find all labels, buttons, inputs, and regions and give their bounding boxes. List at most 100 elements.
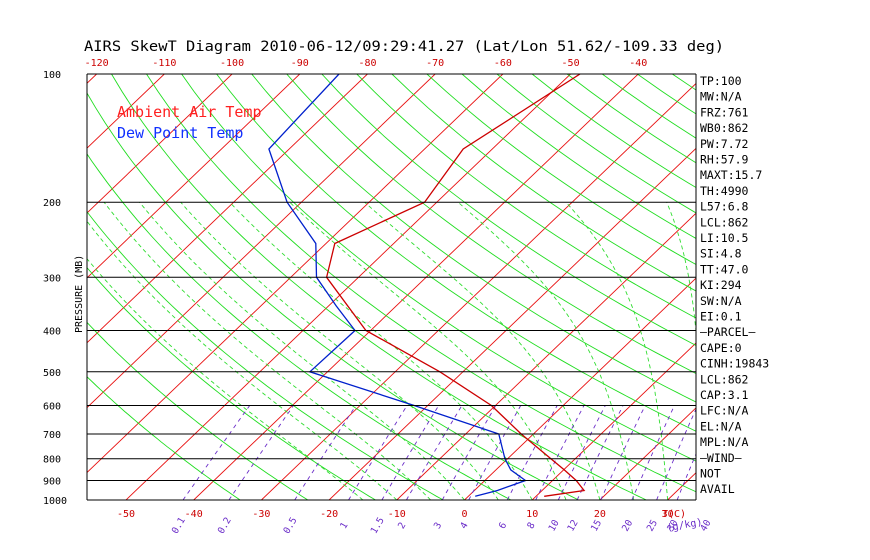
mixing-ratio-tick-label: 12 <box>565 518 580 533</box>
top-temp-tick-label: -50 <box>562 58 580 69</box>
top-temp-tick-label: -110 <box>152 58 176 69</box>
pressure-tick-label: 1000 <box>43 496 67 507</box>
mixing-ratio-tick-label: 2 <box>396 521 408 531</box>
mixing-ratio-tick-label: 3 <box>432 521 444 531</box>
pressure-tick-label: 100 <box>43 70 61 81</box>
mixing-ratio-line <box>600 405 646 500</box>
chart-title: AIRS SkewT Diagram 2010-06-12/09:29:41.2… <box>84 39 724 55</box>
sounding-index-label: CAPE:0 <box>700 341 742 355</box>
isotherm-line <box>0 74 29 500</box>
pressure-tick-label: 200 <box>43 198 61 209</box>
mixing-ratio-tick-label: 6 <box>497 520 510 531</box>
mixing-ratio-tick-label: 0.5 <box>281 516 299 536</box>
mixing-ratio-line <box>381 405 440 500</box>
isotherm-line <box>261 82 696 500</box>
sounding-index-label: TH:4990 <box>700 184 749 198</box>
moist-adiabat-line <box>180 201 499 500</box>
mixing-ratio-line <box>468 405 522 500</box>
bottom-temp-tick-label: -50 <box>117 509 135 520</box>
isotherm-line <box>396 212 696 500</box>
isotherm-line <box>328 147 696 500</box>
dry-adiabat-line <box>496 74 696 214</box>
isotherm-line <box>531 342 696 500</box>
isotherm-line <box>803 74 870 500</box>
y-axis-label: PRESSURE (MB) <box>74 255 85 333</box>
dry-adiabat-line <box>321 74 696 346</box>
mixing-ratio-tick-label: 15 <box>589 518 604 533</box>
isotherm-line <box>735 74 870 500</box>
dry-adiabat-line <box>356 74 696 319</box>
bottom-temp-tick-label: -40 <box>185 509 203 520</box>
mixing-ratio-tick-label: 10 <box>547 518 562 534</box>
sounding-index-label: NOT <box>700 467 721 481</box>
dry-adiabat-line <box>286 74 696 374</box>
sounding-index-label: L57:6.8 <box>700 200 749 214</box>
bottom-temp-tick-label: -30 <box>252 509 270 520</box>
mixing-ratio-line <box>182 405 251 500</box>
dry-adiabat-line <box>391 74 696 292</box>
top-temp-tick-label: -40 <box>629 58 647 69</box>
dry-adiabat-line <box>216 74 696 432</box>
dry-adiabat-line <box>87 211 444 500</box>
sounding-index-label: MAXT:15.7 <box>700 168 762 182</box>
mixing-ratio-tick-label: 0.2 <box>216 516 234 536</box>
isotherm-line <box>667 472 696 500</box>
pressure-tick-label: 700 <box>43 430 61 441</box>
sounding-index-label: RH:57.9 <box>700 153 749 167</box>
bottom-temp-tick-label: 0 <box>461 509 467 520</box>
top-temp-tick-label: -90 <box>291 58 309 69</box>
sounding-index-label: LCL:862 <box>700 372 748 386</box>
top-temp-tick-label: -100 <box>220 58 244 69</box>
bottom-temp-tick-label: 30 <box>662 509 674 520</box>
dry-adiabat-line <box>251 74 696 403</box>
sounding-index-label: WB0:862 <box>700 121 748 135</box>
isotherm-line <box>87 74 165 149</box>
pressure-tick-label: 800 <box>43 455 61 466</box>
dry-adiabat-line <box>87 376 241 500</box>
mixing-ratio-line <box>631 405 675 500</box>
isotherm-line <box>87 74 368 344</box>
dry-adiabat-line <box>87 92 579 500</box>
sounding-index-label: LI:10.5 <box>700 231 748 245</box>
top-temp-tick-label: -70 <box>426 58 444 69</box>
mixing-ratio-line <box>294 405 357 500</box>
pressure-tick-label: 400 <box>43 326 61 337</box>
sounding-index-label: —PARCEL— <box>700 325 755 339</box>
sounding-index-label: TT:47.0 <box>700 262 749 276</box>
moist-adiabat-line <box>103 201 431 500</box>
isotherm-line <box>599 407 696 500</box>
top-temp-tick-label: -80 <box>358 58 376 69</box>
isotherm-line <box>464 277 696 500</box>
dry-adiabat-line <box>87 153 512 500</box>
sounding-index-label: LFC:N/A <box>700 404 749 418</box>
pressure-tick-label: 300 <box>43 273 61 284</box>
mixing-ratio-line <box>576 405 624 500</box>
sounding-index-label: KI:294 <box>700 278 742 292</box>
mixing-ratio-tick-label: 4 <box>458 520 471 531</box>
sounding-index-label: LCL:862 <box>700 215 748 229</box>
dry-adiabat-line <box>111 74 647 500</box>
legend-dew-point: Dew Point Temp <box>117 124 243 142</box>
mixing-ratio-line <box>506 405 558 500</box>
sounding-index-label: EL:N/A <box>700 419 742 433</box>
isotherm-line <box>193 74 639 500</box>
mixing-ratio-tick-label: 40 <box>698 518 713 534</box>
mixing-ratio-tick-label: 1.5 <box>369 516 387 536</box>
moist-adiabat-line <box>229 201 533 500</box>
mixing-ratio-line <box>406 405 463 500</box>
isotherm-line <box>87 74 436 409</box>
dew-point-temp-line <box>268 74 527 497</box>
pressure-tick-label: 500 <box>43 368 61 379</box>
moist-adiabat-line <box>87 258 364 500</box>
sounding-index-label: CINH:19843 <box>700 357 769 371</box>
moist-adiabat-line <box>769 202 807 500</box>
mixing-ratio-tick-label: 1 <box>338 520 351 531</box>
dry-adiabat-line <box>181 74 696 462</box>
top-temp-tick-label: -60 <box>494 58 512 69</box>
dry-adiabat-line <box>426 74 696 266</box>
isotherm-line <box>87 74 233 214</box>
mixing-ratio-line <box>557 405 606 500</box>
sounding-index-label: EI:0.1 <box>700 310 742 324</box>
moist-adiabat-line <box>139 201 465 500</box>
